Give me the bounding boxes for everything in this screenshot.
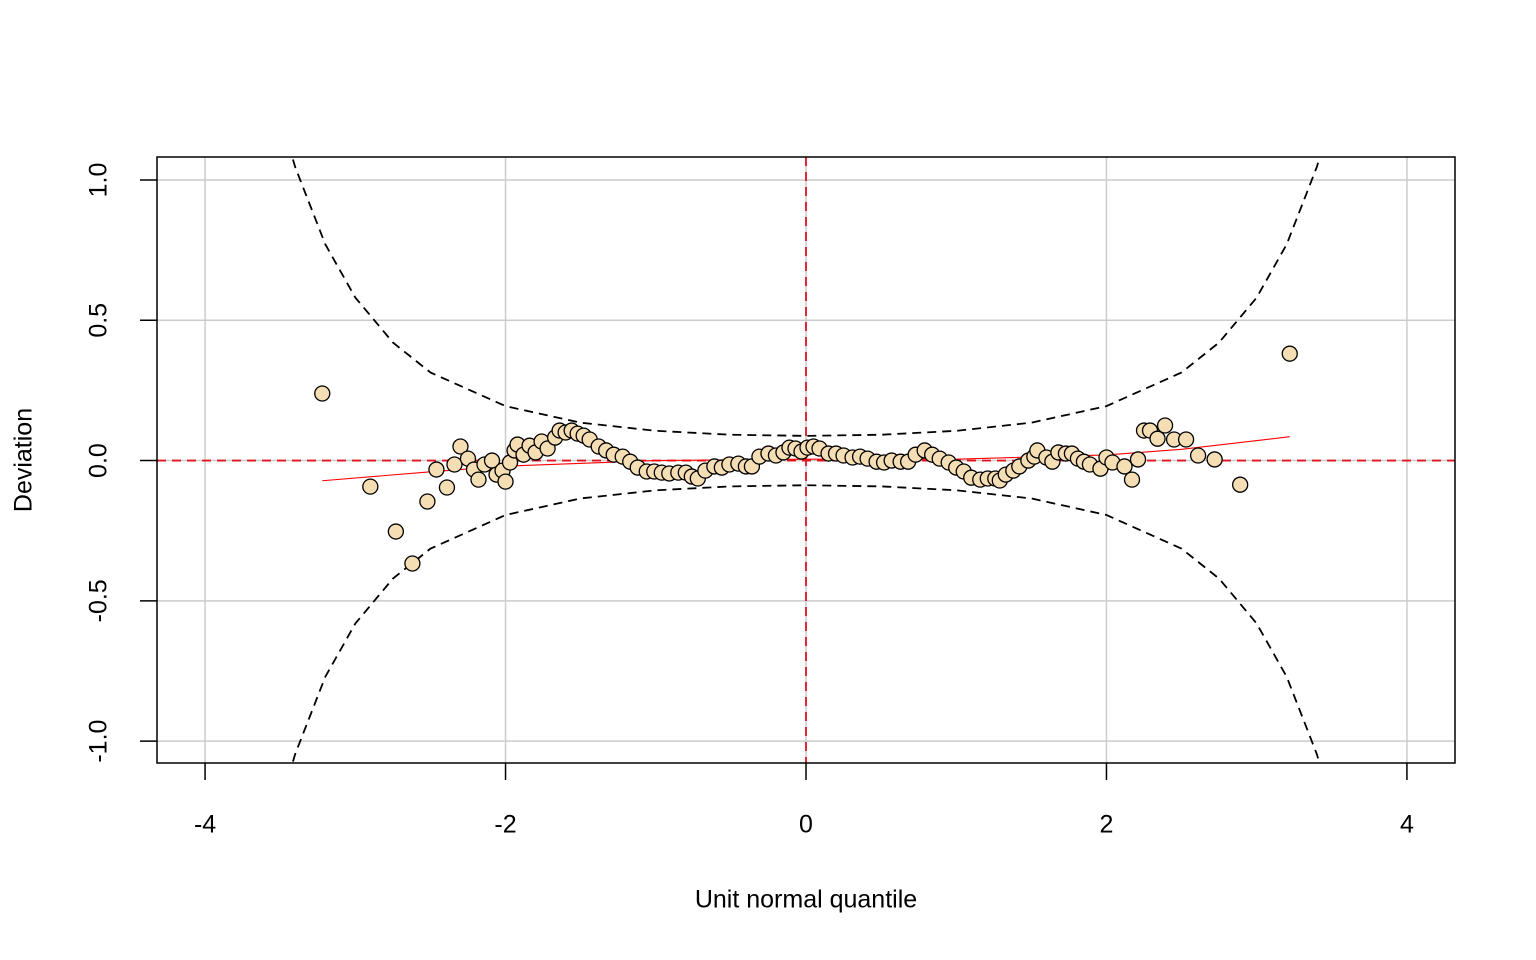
x-tick-label: 4 (1400, 811, 1414, 839)
x-axis-label: Unit normal quantile (695, 886, 917, 914)
point (1281, 345, 1298, 362)
x-tick-label: -4 (194, 811, 216, 839)
point (1149, 430, 1166, 447)
point (1232, 476, 1249, 493)
point (362, 478, 379, 495)
x-tick-label: 2 (1100, 811, 1114, 839)
point (1116, 458, 1133, 475)
confidence-band (291, 484, 1321, 763)
point (438, 479, 456, 496)
point (1123, 471, 1141, 488)
point (452, 438, 469, 455)
point (428, 461, 445, 478)
x-tick-label: -2 (494, 811, 516, 839)
y-tick-label: 0.5 (85, 303, 113, 338)
y-tick-label: 1.0 (85, 163, 113, 198)
confidence-band (291, 157, 1321, 437)
point (1129, 451, 1147, 468)
plot-area (157, 157, 1455, 763)
point (497, 473, 514, 490)
point (446, 456, 463, 473)
point (1206, 451, 1223, 468)
y-tick-label: 0.0 (85, 443, 113, 478)
point (404, 555, 421, 572)
point (1177, 431, 1195, 448)
x-tick-label: 0 (799, 811, 813, 839)
point (1156, 417, 1174, 434)
point (1189, 447, 1207, 464)
point (419, 493, 436, 510)
y-axis-label: Deviation (10, 408, 38, 512)
y-tick-label: -1.0 (85, 720, 113, 763)
point (314, 385, 331, 402)
point (387, 523, 405, 540)
point (470, 471, 487, 488)
y-tick-label: -0.5 (85, 579, 113, 622)
